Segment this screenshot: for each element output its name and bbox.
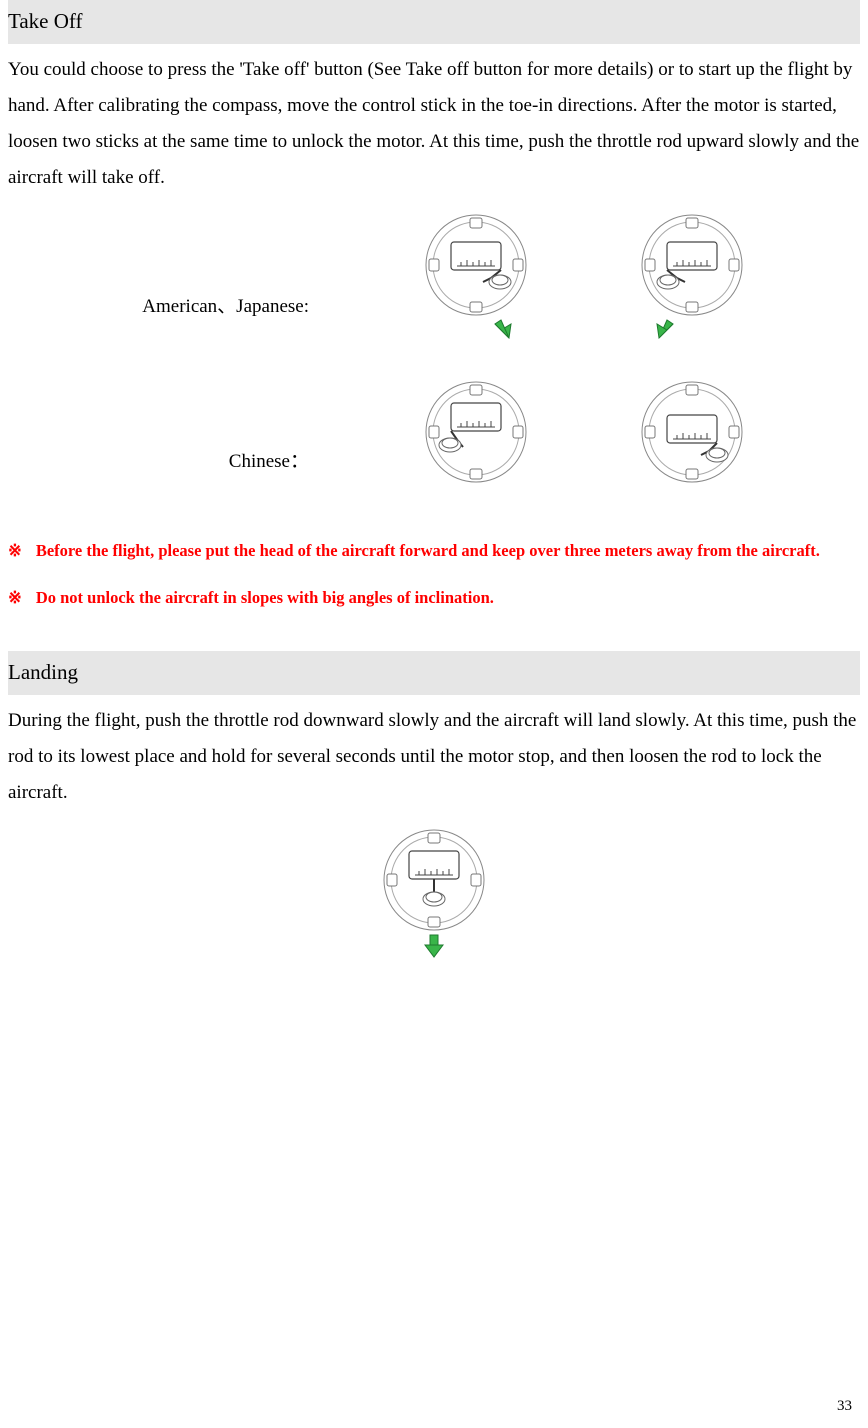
stick-diagram-group: American、Japanese: [8, 212, 860, 498]
takeoff-body: You could choose to press the 'Take off'… [8, 52, 860, 196]
warning-list: ※ Before the flight, please put the head… [8, 538, 860, 611]
stick-row-american-japanese: American、Japanese: [8, 212, 860, 355]
joystick-icon [639, 212, 745, 342]
stick-right [639, 379, 745, 498]
joystick-icon [423, 212, 529, 342]
stick-row-chinese: Chinese： [8, 379, 860, 498]
joystick-icon [381, 827, 487, 961]
warning-item: ※ Do not unlock the aircraft in slopes w… [8, 585, 860, 611]
warning-text: Before the flight, please put the head o… [36, 538, 860, 564]
page-number: 33 [837, 1392, 852, 1421]
stick-left [423, 379, 529, 498]
landing-graphic [8, 827, 860, 974]
stick-right [639, 212, 745, 355]
landing-heading: Landing [8, 651, 860, 695]
warning-marker: ※ [8, 585, 22, 611]
warning-text: Do not unlock the aircraft in slopes wit… [36, 585, 860, 611]
joystick-icon [423, 379, 529, 485]
takeoff-heading: Take Off [8, 0, 860, 44]
stick-left [423, 212, 529, 355]
row-label: Chinese： [229, 451, 309, 472]
row-label: American、Japanese: [142, 296, 309, 317]
warning-item: ※ Before the flight, please put the head… [8, 538, 860, 564]
warning-marker: ※ [8, 538, 22, 564]
landing-body: During the flight, push the throttle rod… [8, 703, 860, 811]
joystick-icon [639, 379, 745, 485]
